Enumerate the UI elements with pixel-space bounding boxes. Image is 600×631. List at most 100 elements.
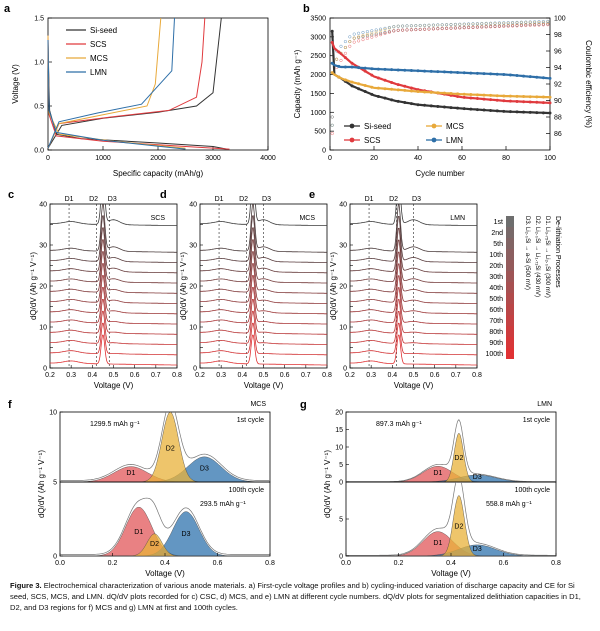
b-capacity-line-siseed (331, 31, 550, 115)
g-name: LMN (537, 401, 552, 408)
b-capacity-point (357, 66, 361, 70)
b-ce-point (458, 26, 462, 30)
b-ce-point (370, 35, 374, 39)
cycle-legend-label: 10th (489, 252, 503, 259)
b-capacity-point (330, 71, 334, 75)
caption-fig: Figure 3. (10, 581, 42, 590)
e-cycle-curve (350, 204, 477, 226)
b-capacity-point (548, 95, 552, 99)
b-capacity-point (548, 76, 552, 80)
e-cycle-curve (350, 263, 477, 304)
b-capacity-point (350, 84, 354, 88)
g-ylabel: dQ/dV (Ah g⁻¹ V⁻¹) (323, 450, 332, 518)
b-capacity-point (416, 69, 420, 73)
b-capacity-point (502, 99, 506, 103)
b-ce-point (330, 131, 334, 136)
b-ce-point (370, 31, 374, 35)
cycle-legend-label: 60th (489, 307, 503, 314)
b-capacity-point (469, 96, 473, 100)
b-capacity-point (548, 111, 552, 115)
b-ce-point (348, 40, 352, 44)
b-ce-point (383, 30, 387, 34)
g-bot-peak-label: D3 (473, 546, 482, 553)
f-bot-capacity: 293.5 mAh g⁻¹ (200, 501, 246, 508)
cycle-legend-label: 2nd (491, 230, 503, 237)
panels-fg: f MCS 1st cycle 1299.5 mAh g⁻¹ D1 D3 D2 5 10 100t… (8, 399, 561, 578)
b-y2tick-label: 96 (554, 49, 562, 56)
b-y2tick-label: 86 (554, 131, 562, 138)
d-ytick-label: 40 (189, 202, 197, 209)
b-ce-point (357, 35, 361, 39)
c-cycle-curve (50, 227, 177, 274)
c-cycle-curve (50, 239, 177, 284)
cycle-legend-label: 20th (489, 263, 503, 270)
d-marker-label: D2 (239, 196, 248, 203)
f-top-peak-d2 (60, 412, 270, 482)
cycle-legend-swatch (506, 348, 514, 359)
figure-caption: Figure 3. Electrochemical characterizati… (10, 580, 592, 613)
panel-a-frame (47, 17, 269, 151)
b-capacity-point (436, 70, 440, 74)
b-ce-point (343, 45, 347, 50)
b-ce-point (458, 22, 462, 26)
b-capacity-point (330, 61, 334, 65)
c-xtick-label: 0.2 (45, 372, 55, 379)
d-name: MCS (299, 215, 315, 222)
cycle-legend-swatch (506, 326, 514, 337)
b-capacity-point (508, 94, 512, 98)
b-capacity-point (429, 90, 433, 94)
b-capacity-point (343, 65, 347, 69)
cycle-legend-swatch (506, 337, 514, 348)
b-capacity-point (528, 110, 532, 114)
b-ce-point (379, 27, 383, 31)
b-capacity-point (376, 86, 380, 90)
e-xtick-label: 0.5 (409, 372, 419, 379)
panel-b-y2label: Coulombic efficiency (%) (584, 40, 593, 128)
b-capacity-point (482, 72, 486, 76)
b-ce-point (361, 35, 365, 39)
b-capacity-point (508, 110, 512, 114)
b-capacity-point (522, 100, 526, 104)
cycle-legend-label: 70th (489, 318, 503, 325)
cycle-legend-swatch (506, 249, 514, 260)
cycle-legend-swatch (506, 227, 514, 238)
b-ce-point (387, 25, 391, 30)
b-ce-point (524, 20, 528, 24)
b-ce-point (519, 20, 523, 24)
e-name: LMN (450, 215, 465, 222)
b-capacity-point (357, 87, 361, 91)
a-legend-label: LMN (90, 68, 107, 77)
b-capacity-point (456, 106, 460, 110)
b-capacity-point (423, 90, 427, 94)
f-top-capacity: 1299.5 mAh g⁻¹ (90, 421, 140, 428)
f-top-envelope (60, 412, 270, 481)
b-capacity-point (436, 91, 440, 95)
b-ce-point (546, 19, 550, 23)
e-ytick-label: 20 (339, 284, 347, 291)
d-cycle-curve (200, 334, 327, 366)
b-ce-point (436, 27, 440, 31)
b-capacity-point (390, 80, 394, 84)
e-xtick-label: 0.6 (430, 372, 440, 379)
e-cycle-curve (350, 227, 477, 274)
g-ytick-label: 10 (335, 445, 343, 452)
e-ytick-label: 10 (339, 325, 347, 332)
panel-c-label: c (8, 189, 14, 201)
b-ce-point (330, 115, 334, 119)
b-capacity-point (409, 89, 413, 93)
g-bot-peak-d2 (346, 494, 556, 556)
d-marker-label: D1 (215, 196, 224, 203)
b-ce-point (511, 20, 515, 25)
b-capacity-point (376, 67, 380, 71)
c-cycle-curve (50, 263, 177, 304)
b-xtick-label: 80 (502, 155, 510, 162)
f-top-peak-label: D3 (200, 466, 209, 473)
f-ytick-label: 0 (53, 554, 57, 561)
b-xtick-label: 40 (414, 155, 422, 162)
e-xtick-label: 0.2 (345, 372, 355, 379)
e-marker-label: D2 (389, 196, 398, 203)
b-capacity-point (482, 108, 486, 112)
b-capacity-point (442, 91, 446, 95)
b-capacity-point (429, 104, 433, 108)
b-capacity-point (390, 87, 394, 91)
